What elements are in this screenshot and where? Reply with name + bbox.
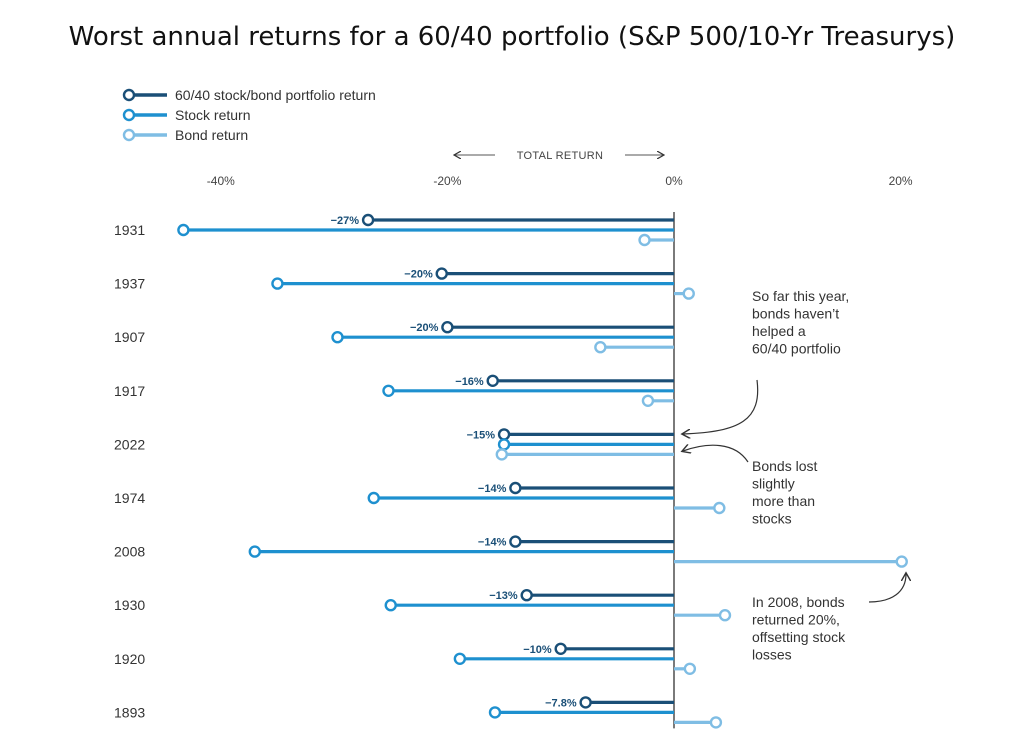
point-2 [638, 233, 651, 247]
point-1 [497, 438, 511, 451]
point-0 [579, 696, 592, 709]
point-2 [594, 341, 607, 354]
chart-rows: 1931 −27% 1937 −20% 1907 −20% 1917 −16% 2022 −15%… [114, 212, 908, 729]
point-1 [488, 706, 502, 719]
data-label: −16% [455, 376, 484, 388]
point-0 [509, 535, 522, 548]
point-1 [367, 491, 380, 505]
data-label: −20% [410, 322, 439, 334]
data-label: −15% [467, 429, 496, 441]
annotation-line: Bonds lost [752, 458, 817, 474]
row-1974: 1974 −14% [114, 481, 726, 515]
year-label: 1974 [114, 490, 145, 506]
data-label: −13% [489, 590, 518, 602]
point-1 [382, 384, 395, 397]
row-2008: 2008 −14% [114, 535, 908, 568]
point-2 [641, 394, 655, 407]
point-0 [441, 321, 454, 334]
annotation-line: returned 20%, [752, 612, 840, 628]
axis-caption: TOTAL RETURN [455, 150, 663, 162]
point-1 [177, 223, 190, 237]
row-1931: 1931 −27% [114, 213, 674, 247]
data-label: −7.8% [545, 697, 577, 709]
row-1907: 1907 −20% [114, 321, 674, 354]
axis-caption-text: TOTAL RETURN [517, 150, 604, 162]
chart-title: Worst annual returns for a 60/40 portfol… [68, 22, 956, 52]
point-0 [554, 642, 567, 655]
row-1937: 1937 −20% [114, 267, 695, 300]
point-2 [682, 287, 695, 300]
tick-label: 20% [889, 174, 913, 188]
row-2022: 2022 −15% [114, 428, 674, 461]
point-1 [271, 277, 284, 290]
data-label: −10% [523, 644, 552, 656]
point-2 [495, 448, 508, 461]
annotation-line: offsetting stock [752, 629, 846, 645]
year-label: 1907 [114, 329, 145, 345]
legend: 60/40 stock/bond portfolio return Stock r… [122, 87, 376, 143]
legend-marker-1 [122, 108, 136, 122]
year-label: 2022 [114, 436, 145, 452]
annotation-arrow-0 [683, 379, 759, 434]
annotation-line: helped a [752, 323, 806, 339]
annotation-line: In 2008, bonds [752, 594, 845, 610]
annotation-line: losses [752, 647, 792, 663]
point-2 [895, 555, 908, 568]
year-label: 1920 [114, 651, 145, 667]
point-0 [497, 428, 511, 441]
annotation-line: slightly [752, 476, 795, 492]
annotation-line: stocks [752, 511, 792, 527]
year-label: 1937 [114, 276, 145, 292]
row-1920: 1920 −10% [114, 642, 697, 675]
point-0 [520, 589, 533, 602]
year-label: 2008 [114, 544, 145, 560]
annotation-line: bonds haven’t [752, 306, 839, 322]
legend-marker-0 [122, 88, 136, 102]
point-2 [718, 609, 732, 622]
annotation-2: In 2008, bonds returned 20%,offsetting st… [752, 594, 846, 663]
point-2 [683, 662, 697, 675]
year-label: 1893 [114, 704, 145, 720]
year-label: 1930 [114, 597, 145, 613]
x-axis-ticks: -40% -20% 0% 20% [207, 174, 913, 188]
point-1 [248, 545, 261, 558]
row-1930: 1930 −13% [114, 589, 732, 622]
annotation-arrow-2 [868, 574, 906, 603]
point-1 [331, 331, 344, 344]
legend-label-1: Stock return [175, 107, 250, 123]
point-2 [713, 501, 726, 515]
point-2 [709, 716, 723, 729]
point-0 [435, 267, 448, 280]
point-0 [509, 481, 522, 495]
row-1893: 1893 −7.8% [114, 696, 723, 729]
data-label: −14% [478, 537, 507, 549]
data-label: −14% [478, 483, 507, 495]
tick-label: -40% [207, 174, 235, 188]
tick-label: 0% [665, 174, 683, 188]
data-label: −27% [331, 215, 360, 227]
tick-label: -20% [433, 174, 461, 188]
annotation-line: So far this year, [752, 288, 849, 304]
point-0 [361, 213, 375, 227]
point-0 [486, 374, 499, 387]
legend-label-2: Bond return [175, 127, 248, 143]
annotation-line: 60/40 portfolio [752, 341, 841, 357]
row-1917: 1917 −16% [114, 374, 674, 407]
annotation-arrow-1 [683, 445, 749, 463]
legend-marker-2 [122, 128, 136, 142]
point-1 [453, 652, 467, 665]
year-label: 1917 [114, 383, 145, 399]
data-label: −20% [404, 269, 433, 281]
legend-label-0: 60/40 stock/bond portfolio return [175, 87, 376, 103]
annotation-line: more than [752, 493, 815, 509]
point-1 [384, 599, 397, 612]
year-label: 1931 [114, 222, 145, 238]
